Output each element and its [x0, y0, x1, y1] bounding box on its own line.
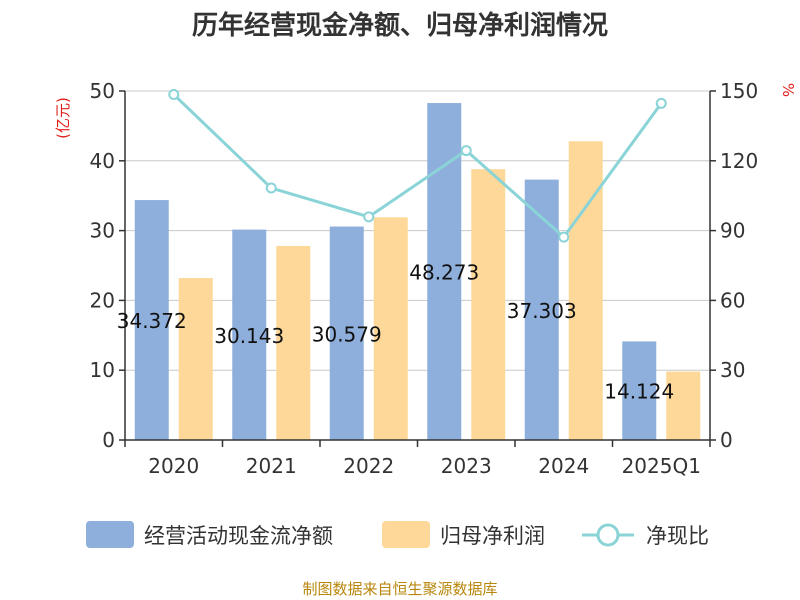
- right-axis-unit: %: [779, 83, 797, 97]
- left-tick-label: 20: [90, 288, 115, 312]
- data-label-cashflow: 48.273: [409, 261, 479, 285]
- left-tick-label: 40: [90, 149, 115, 173]
- x-category-label: 2020: [148, 454, 199, 478]
- bar-profit: [276, 245, 311, 440]
- bar-profit: [373, 217, 408, 440]
- ratio-point: [363, 211, 375, 223]
- legend-marker-ratio: [596, 523, 620, 547]
- chart-title: 历年经营现金净额、归母净利润情况: [192, 10, 608, 41]
- bar-profit: [178, 278, 213, 440]
- x-category-label: 2021: [246, 454, 297, 478]
- x-category-label: 2025Q1: [622, 454, 701, 478]
- legend-label-ratio: 净现比: [646, 524, 709, 548]
- ratio-point: [558, 231, 570, 243]
- right-tick-label: 120: [720, 149, 758, 173]
- ratio-point: [168, 88, 180, 100]
- data-label-cashflow: 30.579: [312, 322, 382, 346]
- x-category-label: 2022: [343, 454, 394, 478]
- legend: 经营活动现金流净额 归母净利润 净现比: [86, 521, 709, 548]
- legend-label-cashflow: 经营活动现金流净额: [144, 524, 333, 548]
- bar-profit: [666, 371, 701, 440]
- right-tick-label: 150: [720, 79, 758, 103]
- left-tick-label: 0: [102, 428, 115, 452]
- legend-swatch-cashflow: [86, 521, 134, 548]
- ratio-point: [655, 97, 667, 109]
- left-tick-label: 30: [90, 219, 115, 243]
- data-label-cashflow: 14.124: [604, 380, 674, 404]
- ratio-point: [460, 145, 472, 157]
- left-axis-unit: (亿元): [54, 97, 72, 139]
- bar-cashflow: [329, 226, 364, 440]
- left-tick-label: 50: [90, 79, 115, 103]
- bar-profit: [568, 141, 603, 441]
- gridlines: [125, 90, 710, 371]
- legend-label-profit: 归母净利润: [440, 524, 545, 548]
- bar-cashflow: [134, 200, 169, 440]
- right-tick-label: 90: [720, 219, 745, 243]
- bar-cashflow: [232, 229, 267, 440]
- left-tick-label: 10: [90, 358, 115, 382]
- bar-profit: [471, 169, 506, 440]
- bar-cashflow: [622, 341, 657, 440]
- x-category-label: 2024: [538, 454, 589, 478]
- axes: 0 10 20 30 40 50 0 30 60 90 120 150 2020 2021 2022 2023…: [90, 79, 759, 478]
- bars: [134, 103, 701, 441]
- ratio-line: [168, 88, 667, 243]
- ratio-polyline: [172, 93, 663, 240]
- right-tick-label: 60: [720, 288, 745, 312]
- data-labels: 34.372 30.143 30.579 48.273 37.303 14.124: [117, 261, 674, 404]
- x-category-label: 2023: [441, 454, 492, 478]
- bar-cashflow: [524, 179, 559, 440]
- legend-swatch-profit: [382, 521, 430, 548]
- right-tick-label: 30: [720, 358, 745, 382]
- data-label-cashflow: 30.143: [214, 324, 284, 348]
- right-tick-label: 0: [720, 428, 733, 452]
- ratio-point: [265, 182, 277, 194]
- data-label-cashflow: 37.303: [507, 299, 577, 323]
- data-label-cashflow: 34.372: [117, 309, 187, 333]
- source-note: 制图数据来自恒生聚源数据库: [302, 580, 497, 598]
